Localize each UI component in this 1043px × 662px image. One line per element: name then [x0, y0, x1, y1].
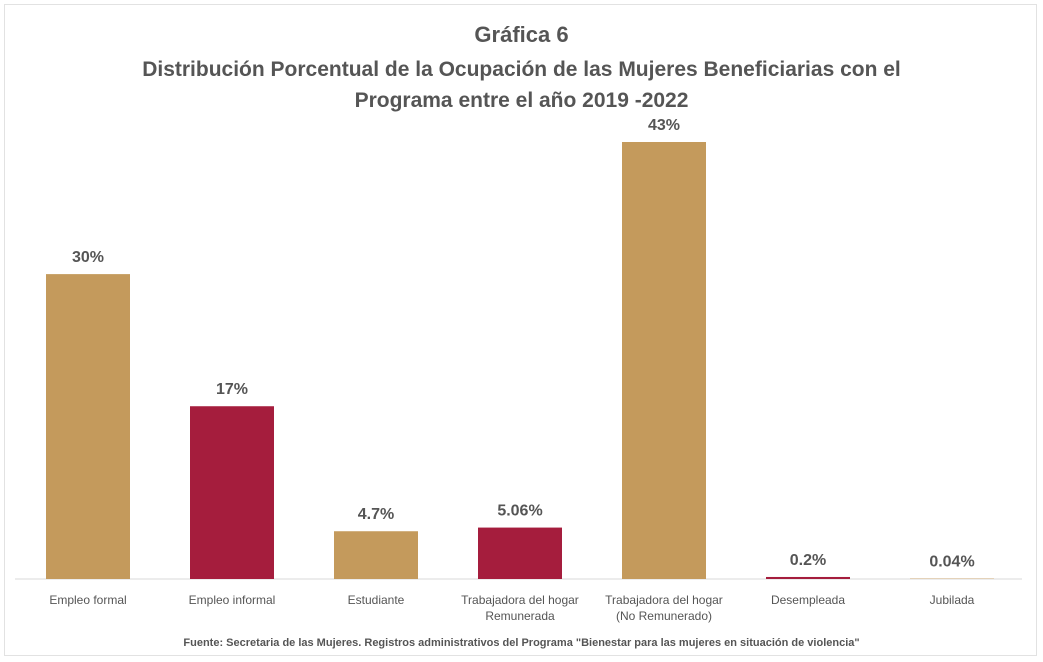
source-note: Fuente: Secretaria de las Mujeres. Regis… [183, 637, 860, 649]
x-tick-label: Trabajadora del hogar Remunerada [461, 593, 579, 623]
chart-subtitle: Distribución Porcentual de la Ocupación … [142, 58, 901, 112]
value-label: 0.2% [790, 552, 826, 569]
x-tick-label: Trabajadora del hogar (No Remunerado) [605, 593, 723, 623]
value-label: 5.06% [497, 503, 542, 520]
chart-title: Gráfica 6 [474, 22, 569, 47]
bar [334, 531, 418, 579]
x-tick-label: Desempleada [770, 593, 846, 607]
value-label: 17% [216, 381, 248, 398]
value-label: 30% [72, 249, 104, 266]
value-label: 0.04% [929, 554, 974, 571]
x-tick-label: Empleo informal [188, 593, 276, 607]
frame [4, 4, 1037, 656]
bar [622, 142, 706, 579]
x-tick-label: Empleo formal [49, 593, 127, 607]
bar [190, 406, 274, 579]
bar [766, 576, 850, 579]
value-label: 43% [648, 117, 680, 134]
x-tick-label: Jubilada [929, 593, 975, 607]
bar [478, 527, 562, 579]
value-label: 4.7% [358, 506, 394, 523]
x-tick-label: Estudiante [347, 593, 405, 607]
bar [46, 274, 130, 579]
